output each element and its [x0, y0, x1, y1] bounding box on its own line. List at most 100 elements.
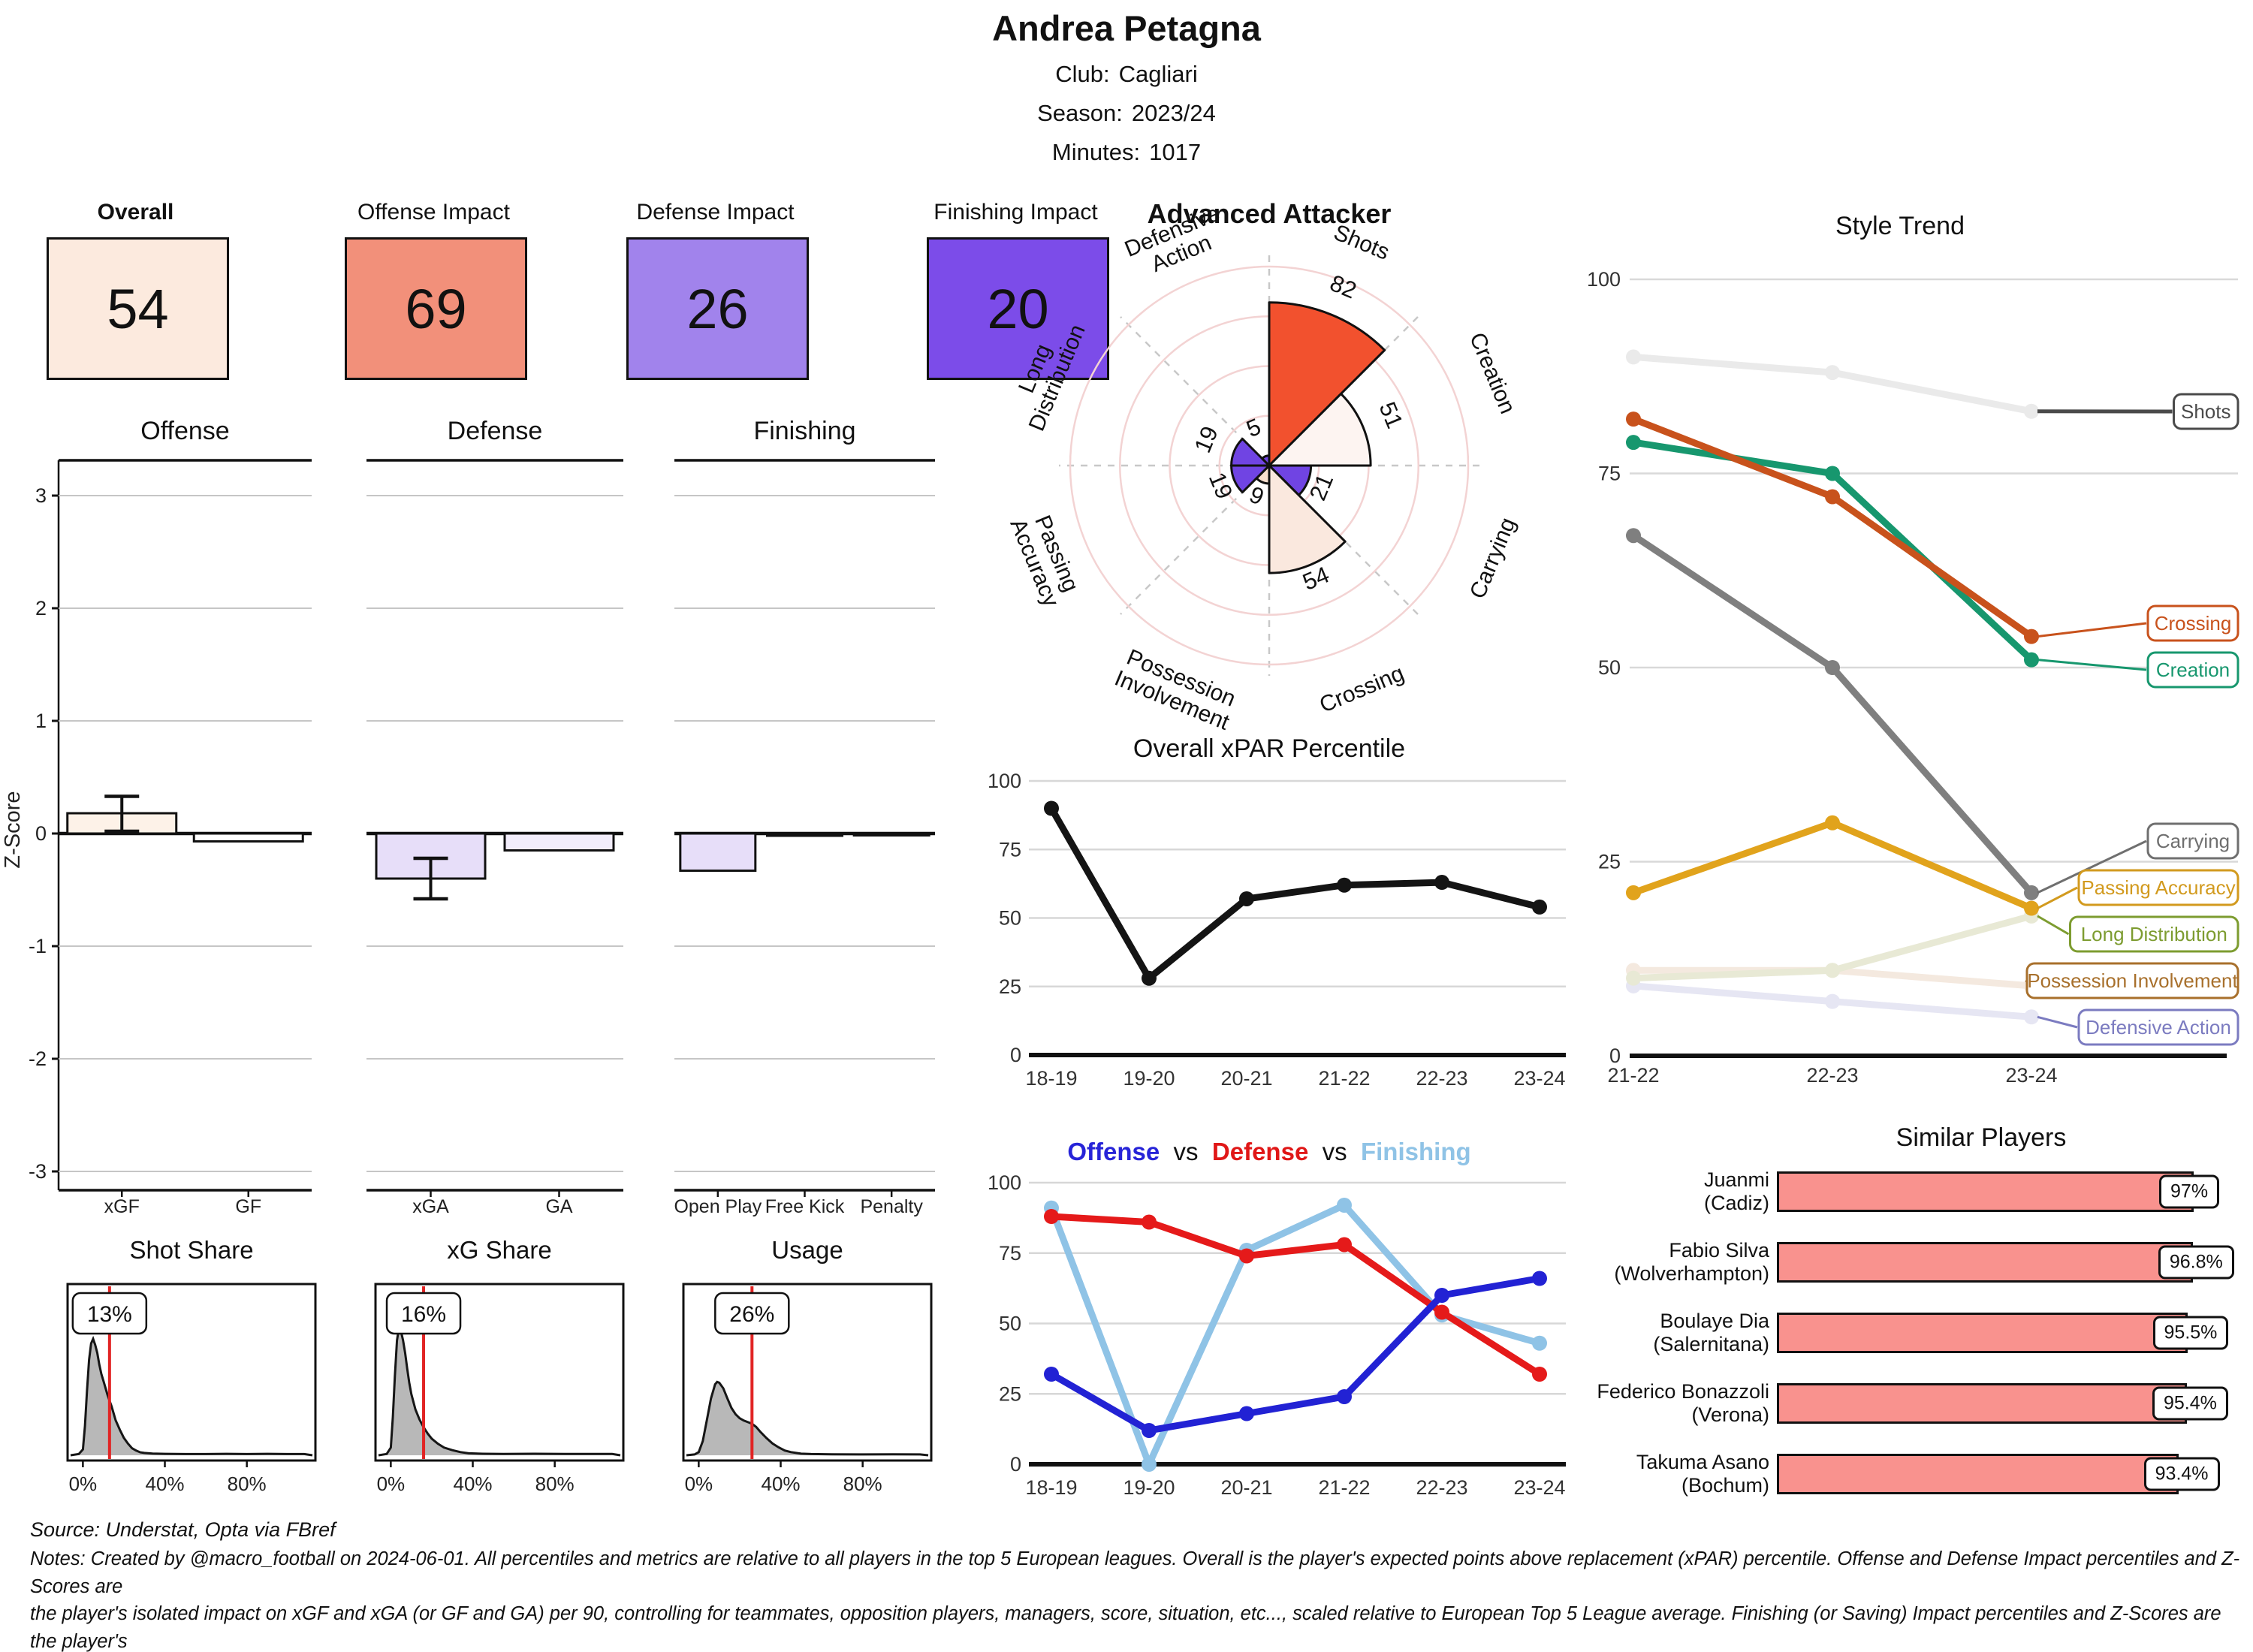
- similar-player-name: Juanmi (Cadiz): [1703, 1168, 1769, 1214]
- zscore-x-tick: xGA: [412, 1196, 449, 1217]
- similar-player-row: Takuma Asano (Bochum) 93.4%: [1547, 1439, 2250, 1509]
- defense-impact-card-label: Defense Impact: [636, 200, 795, 225]
- svg-text:100: 100: [988, 770, 1021, 792]
- zscore-x-tick: Penalty: [860, 1196, 923, 1217]
- page-title: Andrea Petagna: [992, 8, 1261, 48]
- style-series-passing-accuracy: [1626, 815, 2039, 916]
- ovd-x-tick: 21-22: [1318, 1476, 1370, 1499]
- zscore-panel-title: Offense: [140, 417, 229, 445]
- style-series-crossing: [1626, 411, 2039, 644]
- radar-category-label: PassingAccuracy: [1005, 506, 1085, 610]
- shot_share-x-tick: 80%: [228, 1473, 267, 1495]
- svg-text:25: 25: [999, 975, 1021, 998]
- club-value: Cagliari: [1118, 61, 1198, 87]
- radar-value-label: 51: [1374, 398, 1409, 432]
- header: Andrea Petagna Club: Cagliari Season: 2023…: [0, 3, 2253, 166]
- style-trend-title: Style Trend: [1835, 212, 1965, 240]
- similarity-bar: [1777, 1383, 2187, 1424]
- usage-title: Usage: [771, 1236, 843, 1264]
- radar-value-label: 82: [1326, 270, 1360, 304]
- similarity-bar: [1777, 1171, 2194, 1212]
- similarity-bar: [1777, 1454, 2179, 1494]
- zscore-x-tick: GA: [545, 1196, 572, 1217]
- similar-player-name: Takuma Asano (Bochum): [1636, 1451, 1769, 1497]
- xpar-series: [1044, 800, 1547, 986]
- style-series-label: Crossing: [2155, 612, 2232, 635]
- xg_share-title: xG Share: [447, 1236, 551, 1264]
- similar-player-row: Boulaye Dia (Salernitana) 95.5%: [1547, 1298, 2250, 1368]
- zscore-bar-gf: [192, 832, 304, 843]
- style-series-carrying: [1626, 528, 2039, 900]
- usage-x-tick: 0%: [685, 1473, 713, 1495]
- shot_share-x-tick: 40%: [146, 1473, 185, 1495]
- svg-text:100: 100: [1587, 268, 1621, 291]
- similar-player-name: Boulaye Dia (Salernitana): [1653, 1310, 1769, 1355]
- xg_share-x-tick: 40%: [454, 1473, 493, 1495]
- xpar-title: Overall xPAR Percentile: [1133, 734, 1406, 763]
- xg_share-density-curve: [378, 1324, 621, 1457]
- svg-text:2: 2: [35, 597, 47, 620]
- svg-text:0: 0: [1010, 1044, 1021, 1066]
- finishing-impact-card-label: Finishing Impact: [933, 200, 1098, 225]
- zscore-x-tick: Open Play: [674, 1196, 762, 1217]
- similar-player-row: Federico Bonazzoli (Verona) 95.4%: [1547, 1368, 2250, 1439]
- similarity-bar-track: 95.5%: [1777, 1313, 2250, 1353]
- style-x-tick: 22-23: [1806, 1064, 1858, 1087]
- svg-text:75: 75: [999, 1242, 1021, 1265]
- svg-text:50: 50: [999, 907, 1021, 930]
- svg-text:50: 50: [1598, 656, 1621, 679]
- style-series-label: Defensive Action: [2086, 1016, 2231, 1039]
- ovd-series-defense: [1044, 1209, 1547, 1382]
- ovd-x-tick: 19-20: [1123, 1476, 1175, 1499]
- defense-impact-card-value: 26: [686, 277, 749, 340]
- svg-text:0: 0: [35, 822, 47, 845]
- similar-player-name: Federico Bonazzoli (Verona): [1597, 1380, 1769, 1426]
- radar-wedge-crossing: [1268, 464, 1347, 574]
- minutes-label: Minutes:: [1051, 139, 1141, 165]
- offense-defense-finishing-line-chart: 0 25 50 75 100 18-19 19-20 20-21 21-22 22-23 23-24: [988, 1171, 1566, 1499]
- ovd-title: Offense vs Defense vs Finishing: [965, 1138, 1573, 1166]
- defense-impact-card: 26: [626, 237, 809, 380]
- radar-category-label: Carrying: [1465, 514, 1521, 602]
- radar-value-label: 19: [1189, 423, 1223, 457]
- style-series-label: Creation: [2156, 659, 2230, 681]
- svg-text:3: 3: [35, 484, 47, 507]
- overall-card-label: Overall: [97, 200, 174, 225]
- radar-category-label: Crossing: [1316, 661, 1407, 718]
- ovd-x-tick: 22-23: [1416, 1476, 1467, 1499]
- finishing-impact-card: 20: [927, 237, 1109, 380]
- similar-player-row: Fabio Silva (Wolverhampton) 96.8%: [1547, 1227, 2250, 1298]
- offense-impact-card-value: 69: [405, 277, 467, 340]
- similar-player-row: Juanmi (Cadiz) 97%: [1547, 1156, 2250, 1227]
- similarity-bar-track: 93.4%: [1777, 1454, 2250, 1494]
- style-series-shots: [1626, 349, 2039, 419]
- note-line: the player's isolated impact on xGF and …: [30, 1603, 2221, 1652]
- usage-x-tick: 40%: [762, 1473, 801, 1495]
- usage-density-curve: [686, 1380, 929, 1457]
- style-x-tick: 23-24: [2005, 1064, 2057, 1087]
- ovd-x-tick: 18-19: [1025, 1476, 1077, 1499]
- style-series-long-distribution: [1626, 908, 2039, 986]
- offense-impact-card: 69: [345, 237, 527, 380]
- zscore-panel-title: Finishing: [753, 417, 855, 445]
- radar-category-label: PossessionInvolvement: [1111, 644, 1242, 735]
- shot_share-density-curve: [70, 1335, 313, 1457]
- radar-category-label: Creation: [1464, 329, 1520, 417]
- ovd-series-offense: [1044, 1271, 1547, 1438]
- svg-text:0: 0: [1010, 1453, 1021, 1476]
- ovd-title-part: Defense: [1211, 1138, 1309, 1165]
- zscore-bar-ga: [503, 832, 615, 852]
- xpar-x-tick: 22-23: [1416, 1067, 1467, 1090]
- season-value: 2023/24: [1131, 100, 1216, 126]
- svg-text:25: 25: [999, 1382, 1021, 1405]
- season-line: Season: 2023/24: [0, 100, 2253, 127]
- style-series-label: Shots: [2181, 400, 2231, 423]
- ovd-title-part: vs: [1160, 1138, 1212, 1165]
- svg-text:1: 1: [35, 710, 47, 732]
- svg-text:-3: -3: [29, 1160, 47, 1183]
- xg_share-x-tick: 0%: [377, 1473, 406, 1495]
- similar-players-chart: Juanmi (Cadiz) 97% Fabio Silva (Wolverhampto…: [1547, 1156, 2250, 1509]
- similarity-bar-track: 96.8%: [1777, 1242, 2250, 1283]
